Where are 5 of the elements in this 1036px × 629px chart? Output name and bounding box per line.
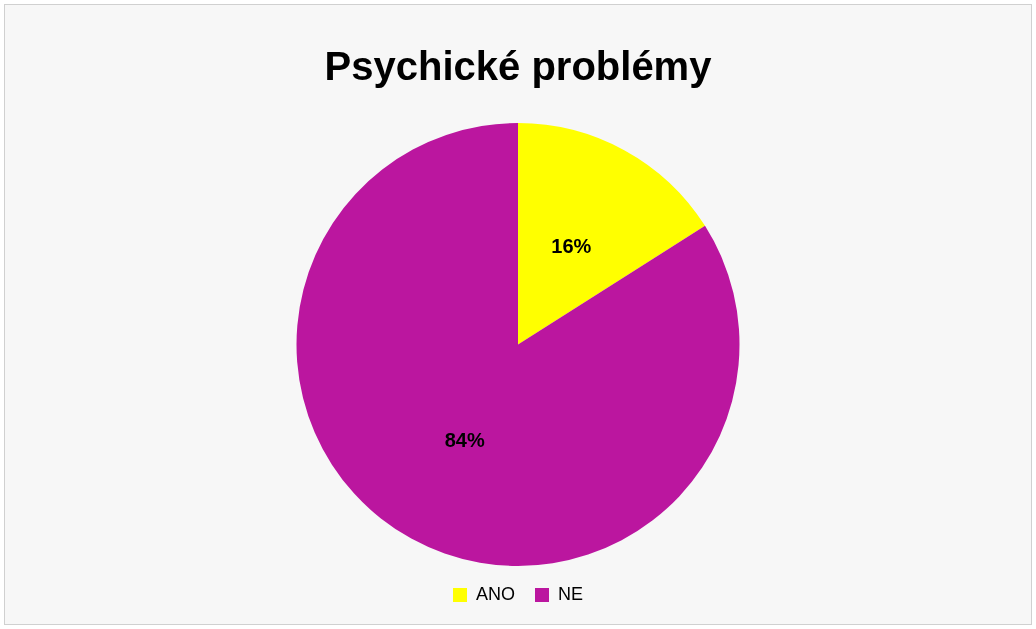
legend-label: ANO xyxy=(475,583,516,604)
chart-title: Psychické problémy xyxy=(324,44,713,89)
data-label: 84% xyxy=(444,429,485,452)
data-label: 16% xyxy=(551,234,592,257)
legend-label: NE xyxy=(558,583,584,604)
